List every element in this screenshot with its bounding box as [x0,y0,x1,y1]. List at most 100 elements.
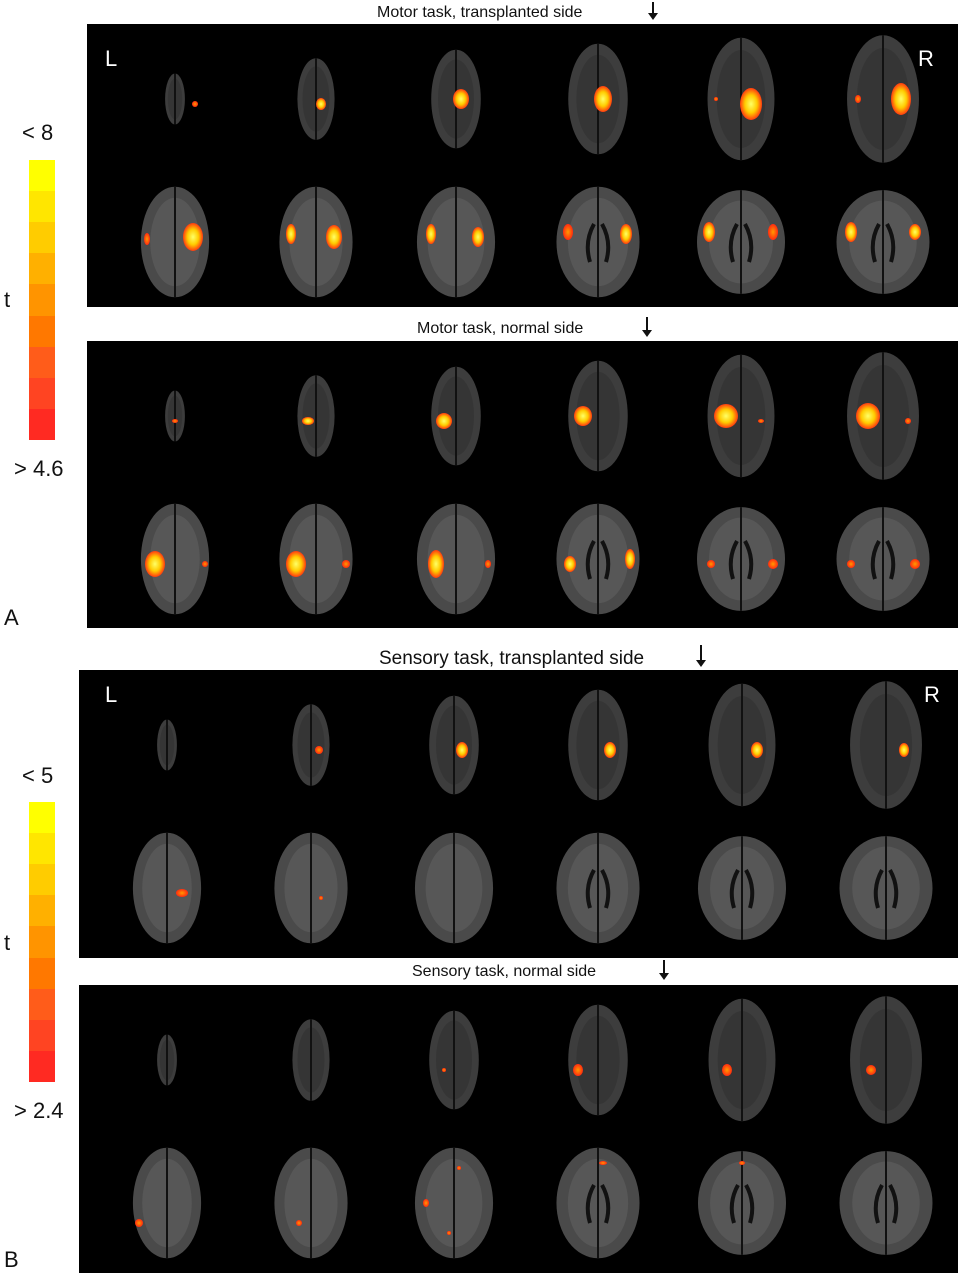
colorbar-swatch [29,1019,55,1051]
activation-blob [910,559,920,569]
activation-blob [447,1231,451,1235]
activation-blob [442,1068,446,1072]
activation-blob [714,97,718,101]
colorbar-swatch [29,160,55,192]
colorbar-swatch [29,833,55,865]
activation-blob [457,1166,461,1170]
activation-blob [342,560,350,568]
brain-slices-svg [132,996,933,1259]
brain-ventricle [585,869,611,909]
brain-ventricle [585,223,611,263]
activation-blob [856,403,880,429]
activation-blob [866,1065,876,1075]
section-a-letter: A [4,605,19,630]
activation-blob [453,89,469,109]
brain-panel-motor-normal [87,341,958,628]
activation-blob [286,224,296,244]
activation-blob [573,1064,583,1076]
panel-b1-title: Sensory task, transplanted side [379,648,645,669]
activation-blob [426,224,436,244]
activation-blob [172,419,178,423]
activation-blob [135,1219,143,1227]
activation-blob [202,561,208,567]
activation-blob [485,560,491,568]
activation-blob [899,743,909,757]
activation-blob [574,406,592,426]
colorbar-b [29,802,55,1082]
activation-blob [423,1199,429,1207]
colorbar-a [29,160,55,440]
activation-blob [891,83,911,115]
activation-blob [176,889,188,897]
colorbar-swatch [29,284,55,316]
activation-blob [722,1064,732,1076]
brain-slices-svg [132,681,933,944]
brain-ventricle [870,540,896,580]
activation-blob [751,742,763,758]
colorbar-swatch [29,346,55,378]
arrow-down-icon [659,960,669,980]
activation-blob [456,742,468,758]
colorbar-swatch [29,377,55,409]
activation-blob [436,413,452,429]
colorbar-b-max-label: < 5 [22,763,54,788]
activation-blob [768,224,778,240]
brain-panel-sensory-transplanted: L R [79,670,958,958]
activation-blob [909,224,921,240]
activation-blob [599,1161,607,1165]
activation-blob [847,560,855,568]
brain-ventricle [585,1184,611,1224]
activation-blob [845,222,857,242]
activation-blob [564,556,576,572]
arrow-down-icon [642,317,652,337]
section-b-letter: B [4,1247,19,1272]
activation-blob [563,224,573,240]
activation-blob [855,95,861,103]
brain-ventricle [873,1184,899,1224]
colorbar-b-axis-label: t [4,930,11,955]
colorbar-swatch [29,802,55,834]
brain-panel-sensory-normal [79,985,958,1273]
brain-ventricle [585,540,611,580]
panel-a2-title: Motor task, normal side [417,320,584,337]
activation-blob [703,222,715,242]
brain-ventricle [729,869,755,909]
colorbar-swatch [29,988,55,1020]
activation-blob [714,404,738,428]
colorbar-swatch [29,253,55,285]
activation-blob [758,419,764,423]
colorbar-swatch [29,864,55,896]
activation-blob [192,101,198,107]
brain-ventricle [873,869,899,909]
colorbar-swatch [29,1050,55,1082]
colorbar-a-max-label: < 8 [22,120,54,145]
right-hemisphere-label: R [918,46,934,71]
activation-blob [296,1220,302,1226]
colorbar-swatch [29,957,55,989]
brain-ventricle [728,223,754,263]
activation-blob [144,233,150,245]
activation-blob [594,86,612,112]
arrow-down-icon [648,2,658,20]
activation-blob [740,88,762,120]
activation-blob [302,417,314,425]
activation-blob [768,559,778,569]
activation-blob [183,223,203,251]
activation-blob [625,549,635,569]
activation-blob [319,896,323,900]
activation-blob [707,560,715,568]
activation-blob [145,551,165,577]
brain-slices-svg [140,35,930,298]
right-hemisphere-label: R [924,682,940,707]
brain-ventricle [729,1184,755,1224]
colorbar-a-min-label: > 4.6 [14,456,64,481]
colorbar-swatch [29,926,55,958]
brain-panel-motor-transplanted: L R [87,24,958,307]
colorbar-swatch [29,895,55,927]
colorbar-a-axis-label: t [4,287,11,312]
panel-b2-title: Sensory task, normal side [412,963,597,980]
activation-blob [620,224,632,244]
activation-blob [315,746,323,754]
activation-blob [739,1161,745,1165]
colorbar-swatch [29,408,55,440]
